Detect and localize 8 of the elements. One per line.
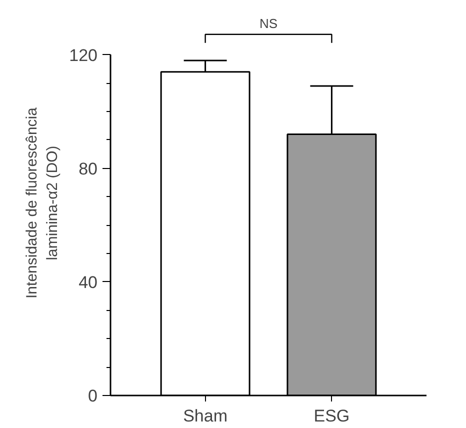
text: NS <box>259 16 278 31</box>
y-tick-label: 40 <box>78 272 98 292</box>
y-tick-label: 0 <box>88 386 98 406</box>
y-tick-label: 80 <box>78 159 98 178</box>
y-axis-title: Intensidade de fluorescência laminina-α2 (DO) <box>24 106 62 298</box>
x-tick-label: Sham <box>183 406 228 426</box>
y-tick-label: 120 <box>69 46 98 65</box>
x-tick-label: ESG <box>314 406 350 426</box>
